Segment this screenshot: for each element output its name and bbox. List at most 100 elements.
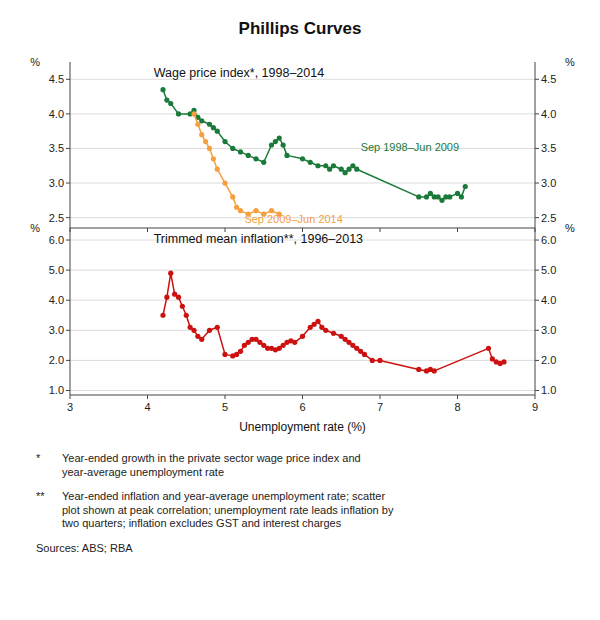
point [215,325,220,330]
y-tick-right [535,240,539,241]
point [284,153,289,158]
y-tick-right [535,270,539,271]
point [168,101,173,106]
series-label: Sep 1998–Jun 2009 [361,141,459,153]
footnote-line: plot shown at peak correlation; unemploy… [62,504,394,516]
y-tick [66,360,70,361]
y-tick-label: 2.5 [49,212,64,224]
point [176,295,181,300]
point [207,328,212,333]
y-axis-label-right: % [565,222,575,234]
point [203,139,208,144]
point [354,167,359,172]
point [323,328,328,333]
grid-line [70,360,535,361]
y-tick-right [535,390,539,391]
panel-title: Wage price index*, 1998–2014 [154,66,325,80]
x-tick [457,395,458,399]
y-tick-label: 5.0 [49,264,64,276]
point [300,156,305,161]
y-tick-label-right: 1.0 [541,384,556,396]
point [207,146,212,151]
footnotes: *Year-ended growth in the private sector… [36,452,394,554]
data [160,87,467,217]
point [327,167,332,172]
point [424,194,429,199]
point [191,328,196,333]
point [238,349,243,354]
axes: 1.01.02.02.03.03.04.04.05.05.06.06.03456… [49,228,557,413]
y-tick-label: 6.0 [49,234,64,246]
point [222,180,227,185]
y-axis-label: % [30,222,40,234]
x-tick-label: 4 [144,401,150,413]
y-tick-right [535,148,539,149]
footnote-marker: ** [36,490,45,502]
point [459,194,464,199]
y-tick-label-right: 3.0 [541,324,556,336]
grid-line [70,390,535,391]
x-tick-label: 9 [532,401,538,413]
point [269,142,274,147]
y-tick-label: 4.5 [49,73,64,85]
y-tick-right [535,360,539,361]
point [222,352,227,357]
y-tick-right [535,79,539,80]
point [168,271,173,276]
point [463,184,468,189]
footnote: Sources: ABS; RBA [36,542,133,554]
x-tick-label: 8 [454,401,460,413]
point [199,132,204,137]
y-tick-label-right: 4.0 [541,108,556,120]
point [416,194,421,199]
footnote-line: year-average unemployment rate [62,466,224,478]
x-axis-label: Unemployment rate (%) [239,420,366,434]
y-tick-label: 3.0 [49,324,64,336]
y-tick [66,183,70,184]
point [199,337,204,342]
point [439,198,444,203]
point [416,367,421,372]
y-tick [66,390,70,391]
x-tick [380,228,381,232]
x-tick-label: 6 [299,401,305,413]
y-axis-line [70,62,71,228]
point [377,358,382,363]
y-tick-right [535,217,539,218]
point [501,359,506,364]
y-tick-label-right: 2.5 [541,212,556,224]
y-tick-label-right: 4.0 [541,294,556,306]
y-tick-right [535,300,539,301]
point [253,156,258,161]
data [160,271,506,374]
point [160,313,165,318]
page: {"chart_data": [ {"type": "line", "title… [0,0,600,620]
y-tick-label-right: 2.0 [541,354,556,366]
series-label: Sep 2009–Jun 2014 [244,213,342,225]
point [199,118,204,123]
point [246,153,251,158]
series-line [194,114,279,214]
series-line [163,273,504,371]
y-tick-label-right: 3.0 [541,177,556,189]
point [292,340,297,345]
y-tick [66,79,70,80]
grid-line [70,113,535,114]
point [432,368,437,373]
point [436,194,441,199]
x-tick-label: 7 [377,401,383,413]
footnote-line: Year-ended growth in the private sector … [62,452,361,464]
title: Phillips Curves [239,19,362,38]
x-tick-label: 3 [67,401,73,413]
x-tick [147,228,148,232]
point [331,163,336,168]
x-tick [70,395,71,399]
panel: 1.01.02.02.03.03.04.04.05.05.06.06.03456… [30,222,575,434]
point [315,319,320,324]
x-tick [147,395,148,399]
point [238,208,243,213]
point [164,295,169,300]
footnote-line: Sources: ABS; RBA [36,542,133,554]
point [230,146,235,151]
point [215,129,220,134]
